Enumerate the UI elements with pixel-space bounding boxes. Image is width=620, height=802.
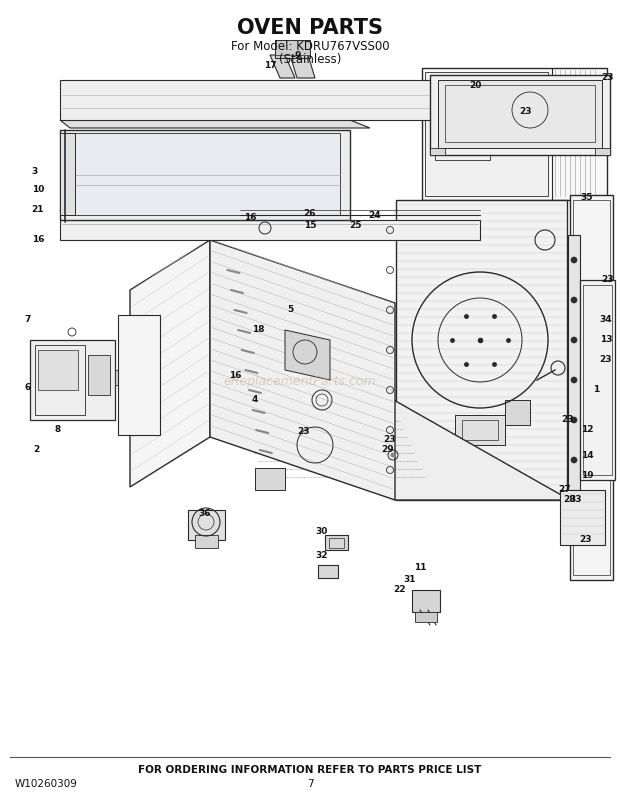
Circle shape: [571, 337, 577, 343]
Text: 25: 25: [348, 221, 361, 229]
Text: 22: 22: [394, 585, 406, 594]
Polygon shape: [570, 195, 613, 580]
Circle shape: [391, 452, 396, 457]
Polygon shape: [396, 200, 567, 500]
Polygon shape: [130, 240, 210, 487]
Text: 3: 3: [32, 168, 38, 176]
Text: 8: 8: [55, 426, 61, 435]
Text: 23: 23: [562, 415, 574, 424]
Text: W10260309: W10260309: [15, 779, 78, 789]
Polygon shape: [430, 75, 610, 155]
Polygon shape: [115, 370, 132, 385]
Text: 1: 1: [593, 386, 599, 395]
Polygon shape: [210, 395, 570, 500]
Polygon shape: [88, 355, 110, 395]
Polygon shape: [60, 220, 480, 240]
Text: 23: 23: [602, 276, 614, 285]
Text: 6: 6: [25, 383, 31, 392]
Polygon shape: [60, 80, 480, 120]
Text: 4: 4: [252, 395, 258, 404]
Polygon shape: [210, 240, 395, 500]
Text: 36: 36: [199, 509, 211, 519]
Text: 17: 17: [264, 60, 277, 70]
Polygon shape: [318, 565, 338, 578]
Text: 7: 7: [307, 779, 313, 789]
Text: 16: 16: [32, 236, 44, 245]
Polygon shape: [270, 55, 295, 78]
Text: 23: 23: [578, 536, 591, 545]
Text: 23: 23: [600, 355, 613, 364]
Text: 16: 16: [244, 213, 256, 222]
Text: 18: 18: [252, 326, 264, 334]
Text: 34: 34: [600, 315, 613, 325]
Polygon shape: [505, 400, 530, 425]
Polygon shape: [255, 468, 285, 490]
Text: (Stainless): (Stainless): [279, 54, 341, 67]
Text: 11: 11: [414, 564, 427, 573]
Text: 24: 24: [369, 210, 381, 220]
Polygon shape: [325, 535, 348, 550]
Text: 12: 12: [581, 426, 593, 435]
Polygon shape: [412, 590, 440, 612]
Text: 21: 21: [32, 205, 44, 214]
Text: 27: 27: [559, 485, 571, 495]
Polygon shape: [455, 415, 505, 445]
Polygon shape: [290, 55, 315, 78]
Text: 35: 35: [581, 193, 593, 202]
Polygon shape: [430, 148, 445, 155]
Text: 2: 2: [33, 445, 39, 455]
Text: 23: 23: [384, 435, 396, 444]
Polygon shape: [275, 40, 310, 58]
Text: 20: 20: [469, 82, 481, 91]
Polygon shape: [60, 133, 75, 215]
Text: 32: 32: [316, 550, 328, 560]
Text: 29: 29: [382, 445, 394, 455]
Polygon shape: [580, 280, 615, 480]
Polygon shape: [68, 133, 340, 215]
Text: 30: 30: [316, 528, 328, 537]
Text: 23: 23: [520, 107, 532, 116]
Polygon shape: [118, 315, 160, 435]
Text: For Model: KDRU767VSS00: For Model: KDRU767VSS00: [231, 40, 389, 54]
Text: FOR ORDERING INFORMATION REFER TO PARTS PRICE LIST: FOR ORDERING INFORMATION REFER TO PARTS …: [138, 765, 482, 775]
Text: 28: 28: [564, 496, 576, 504]
Polygon shape: [60, 120, 370, 128]
Text: 9: 9: [295, 51, 301, 59]
Polygon shape: [568, 235, 580, 490]
Polygon shape: [188, 510, 225, 540]
Circle shape: [571, 297, 577, 303]
Polygon shape: [595, 148, 610, 155]
Circle shape: [571, 377, 577, 383]
Text: 5: 5: [287, 306, 293, 314]
Circle shape: [571, 417, 577, 423]
Text: 10: 10: [32, 185, 44, 195]
Text: eReplacementParts.com: eReplacementParts.com: [224, 375, 376, 388]
Text: 16: 16: [229, 371, 241, 379]
Text: 14: 14: [581, 451, 593, 460]
Text: 7: 7: [25, 315, 31, 325]
Polygon shape: [425, 72, 548, 196]
Text: 15: 15: [304, 221, 316, 229]
Polygon shape: [38, 350, 78, 390]
Polygon shape: [285, 330, 330, 380]
Polygon shape: [422, 68, 607, 200]
Polygon shape: [60, 130, 350, 220]
Text: 19: 19: [581, 471, 593, 480]
Text: 23: 23: [602, 74, 614, 83]
Text: 26: 26: [304, 209, 316, 217]
Circle shape: [571, 457, 577, 463]
Text: 31: 31: [404, 576, 416, 585]
Polygon shape: [30, 340, 115, 420]
Polygon shape: [560, 490, 605, 545]
Text: 33: 33: [570, 496, 582, 504]
Circle shape: [571, 257, 577, 263]
Polygon shape: [195, 535, 218, 548]
Text: 13: 13: [600, 335, 613, 345]
Text: 23: 23: [297, 427, 309, 436]
Polygon shape: [415, 612, 437, 622]
Text: OVEN PARTS: OVEN PARTS: [237, 18, 383, 38]
Polygon shape: [438, 80, 602, 148]
